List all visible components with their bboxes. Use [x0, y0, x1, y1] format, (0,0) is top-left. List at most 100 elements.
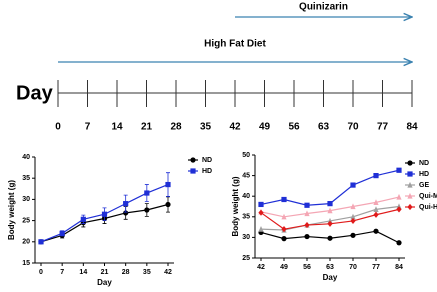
- data-point: [396, 206, 402, 213]
- y-tick-label: 40: [242, 193, 250, 200]
- legend-label: ND: [419, 160, 429, 167]
- data-point: [304, 233, 310, 240]
- data-point: [304, 202, 310, 208]
- timeline-day: 7: [85, 122, 91, 133]
- legend-marker: [407, 171, 413, 177]
- data-point: [396, 193, 402, 200]
- y-tick-label: 30: [22, 196, 30, 203]
- x-tick-label: 7: [60, 269, 64, 276]
- legend-label: Qui-H: [419, 204, 437, 211]
- x-tick-label: 21: [101, 269, 109, 276]
- x-tick-label: 0: [39, 269, 43, 276]
- x-tick-label: 35: [143, 269, 151, 276]
- data-point: [327, 201, 333, 207]
- data-point: [258, 201, 264, 208]
- timeline-day: 28: [170, 122, 182, 133]
- y-tick-label: 50: [242, 152, 250, 159]
- legend-marker: [407, 181, 413, 188]
- data-point: [373, 206, 379, 212]
- data-point: [373, 173, 379, 179]
- legend-label: GE: [419, 182, 429, 189]
- timeline-day: 14: [111, 122, 123, 133]
- timeline-day: 56: [288, 122, 300, 133]
- y-tick-label: 35: [242, 214, 250, 221]
- x-tick-label: 42: [257, 264, 265, 271]
- data-point: [396, 203, 402, 210]
- timeline-label: Day: [16, 82, 54, 104]
- data-point: [59, 230, 65, 236]
- data-point: [350, 182, 356, 188]
- y-tick-label: 40: [22, 154, 30, 161]
- timeline-day: 63: [318, 122, 330, 133]
- timeline-day: 21: [141, 122, 153, 133]
- y-tick-label: 30: [242, 234, 250, 241]
- legend-marker: [407, 160, 413, 166]
- data-point: [281, 196, 287, 203]
- timeline-day: 0: [55, 122, 61, 133]
- data-point: [350, 213, 356, 220]
- data-point: [281, 236, 287, 242]
- y-tick-label: 20: [22, 239, 30, 246]
- data-point: [396, 167, 402, 173]
- data-point: [327, 235, 333, 241]
- data-point: [327, 220, 333, 227]
- data-point: [350, 232, 356, 238]
- timeline-day: 84: [406, 122, 418, 133]
- phase-label: Quinizarin: [299, 2, 348, 13]
- legend-label: ND: [202, 157, 212, 164]
- timeline-day: 70: [347, 122, 359, 133]
- data-point: [327, 217, 333, 224]
- phase-label: High Fat Diet: [204, 39, 266, 50]
- x-tick-label: 84: [395, 264, 403, 271]
- data-point: [258, 209, 264, 216]
- x-tick-label: 70: [349, 264, 357, 271]
- data-point: [304, 221, 310, 229]
- x-tick-label: 63: [326, 264, 334, 271]
- data-point: [281, 226, 287, 233]
- legend-marker: [190, 168, 196, 174]
- x-tick-label: 28: [122, 269, 130, 276]
- y-axis-label: Body weight (g): [7, 180, 16, 240]
- legend-marker: [190, 157, 196, 163]
- data-point: [80, 216, 86, 222]
- y-tick-label: 25: [242, 255, 250, 262]
- data-point: [123, 210, 129, 216]
- data-point: [38, 239, 44, 245]
- legend-label: HD: [202, 168, 212, 175]
- y-axis-label: Body weight (g): [231, 176, 240, 236]
- y-tick-label: 15: [22, 260, 30, 267]
- data-point: [373, 211, 379, 218]
- data-point: [165, 201, 171, 208]
- legend-marker: [407, 192, 413, 199]
- legend-marker: [407, 203, 413, 211]
- data-point: [144, 207, 150, 213]
- data-point: [165, 181, 171, 188]
- x-tick-label: 77: [372, 264, 380, 271]
- x-tick-label: 56: [303, 264, 311, 271]
- x-tick-label: 49: [280, 264, 288, 271]
- timeline-day: 35: [200, 122, 212, 133]
- y-tick-label: 35: [22, 175, 30, 182]
- legend-label: HD: [419, 171, 429, 178]
- data-point: [101, 211, 108, 217]
- y-tick-label: 25: [22, 217, 30, 224]
- data-point: [373, 228, 379, 234]
- timeline-day: 49: [259, 122, 271, 133]
- data-point: [396, 240, 402, 246]
- data-point: [373, 199, 379, 205]
- timeline-day: 42: [229, 122, 241, 133]
- data-point: [258, 226, 264, 232]
- data-point: [144, 190, 150, 196]
- legend-label: Qui-M: [419, 193, 437, 200]
- x-tick-label: 14: [79, 269, 87, 276]
- x-axis-label: Day: [97, 278, 112, 287]
- data-point: [304, 210, 310, 217]
- data-point: [350, 217, 356, 225]
- data-point: [327, 207, 333, 214]
- data-point: [281, 213, 287, 220]
- timeline-day: 77: [377, 122, 389, 133]
- data-point: [350, 203, 356, 210]
- data-point: [123, 201, 129, 207]
- x-tick-label: 42: [164, 269, 172, 276]
